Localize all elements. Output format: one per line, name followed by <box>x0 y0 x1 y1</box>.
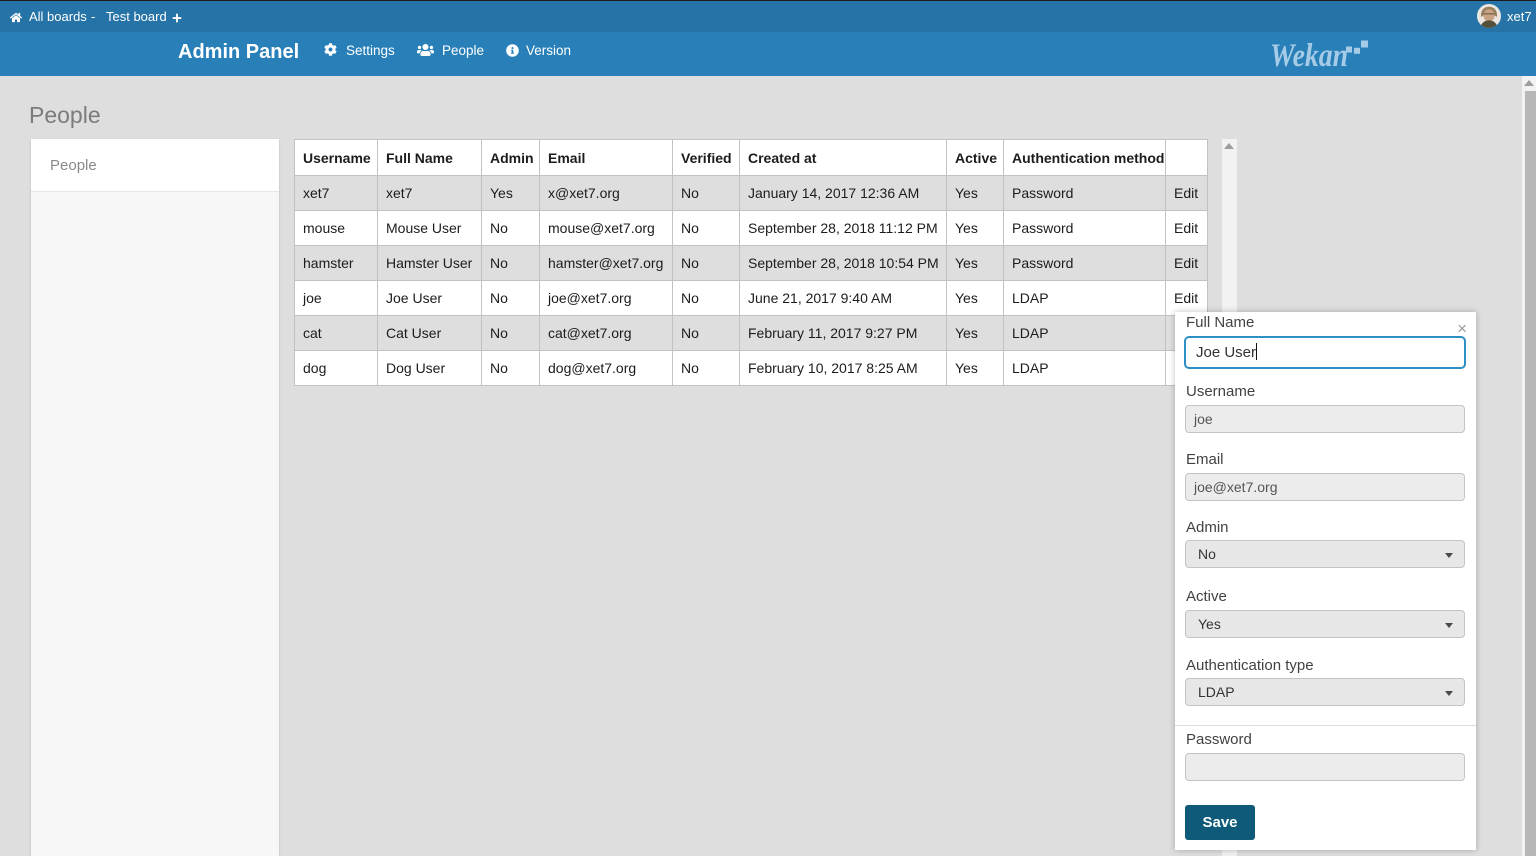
svg-text:Wekan: Wekan <box>1270 38 1348 74</box>
